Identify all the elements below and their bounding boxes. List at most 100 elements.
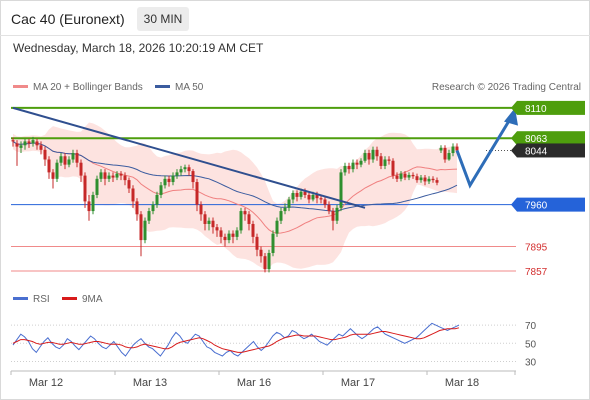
candle bbox=[283, 203, 287, 215]
candle bbox=[419, 174, 423, 183]
candle bbox=[295, 190, 299, 202]
candle bbox=[327, 201, 331, 215]
candle bbox=[399, 171, 403, 182]
level-label-8110: 8110 bbox=[525, 104, 547, 115]
candle bbox=[39, 141, 43, 155]
price-levels bbox=[11, 106, 516, 272]
candle bbox=[259, 246, 263, 263]
candle bbox=[359, 158, 363, 168]
candle bbox=[187, 164, 191, 176]
timeframe-button[interactable]: 30 MIN bbox=[137, 7, 189, 31]
candle bbox=[163, 175, 167, 189]
candle bbox=[279, 207, 283, 224]
candle bbox=[379, 153, 383, 170]
candle bbox=[239, 207, 243, 234]
bollinger-band bbox=[13, 122, 457, 271]
candle bbox=[335, 204, 339, 224]
candle bbox=[167, 175, 171, 187]
x-axis-ticks: Mar 12 Mar 13 Mar 16 Mar 17 Mar 18 bbox=[10, 371, 516, 389]
candle bbox=[211, 217, 215, 234]
candle bbox=[139, 211, 143, 257]
candle bbox=[91, 191, 95, 215]
watermark: Research © 2026 Trading Central bbox=[432, 82, 581, 93]
candle bbox=[123, 172, 127, 186]
candle bbox=[307, 191, 311, 204]
candle bbox=[131, 185, 135, 208]
legend-label-ma50: MA 50 bbox=[175, 82, 204, 93]
ma50-line bbox=[12, 140, 458, 212]
legend-swatch-ma50 bbox=[155, 85, 170, 88]
bollinger-fill bbox=[13, 122, 457, 271]
level-label-8063: 8063 bbox=[525, 134, 548, 145]
candle bbox=[23, 138, 27, 150]
candle bbox=[331, 207, 335, 231]
candle bbox=[231, 230, 235, 244]
legend-swatch-ma20 bbox=[13, 85, 28, 88]
candle bbox=[251, 220, 255, 244]
candle bbox=[363, 149, 367, 163]
candle bbox=[51, 169, 55, 189]
candle bbox=[103, 169, 107, 186]
legend-swatch-rsi bbox=[13, 297, 28, 300]
candle bbox=[351, 159, 355, 173]
x-tick-label: Mar 16 bbox=[237, 377, 271, 389]
candle bbox=[67, 156, 71, 168]
candle bbox=[195, 178, 199, 212]
level-label-7960: 7960 bbox=[525, 201, 548, 212]
header-divider bbox=[0, 35, 590, 36]
candle bbox=[223, 233, 227, 247]
candle bbox=[183, 164, 187, 173]
candle bbox=[395, 172, 399, 183]
candle bbox=[275, 217, 279, 237]
candle bbox=[339, 169, 343, 212]
candle bbox=[95, 175, 99, 199]
candle bbox=[447, 149, 451, 161]
level-label-8044: 8044 bbox=[525, 146, 548, 157]
candle bbox=[263, 252, 267, 273]
candle bbox=[247, 211, 251, 231]
candle bbox=[191, 169, 195, 189]
candle bbox=[159, 182, 163, 199]
candle bbox=[219, 227, 223, 244]
candle bbox=[99, 169, 103, 183]
candle bbox=[63, 153, 67, 170]
candle bbox=[415, 173, 419, 183]
rsi-tick-70: 70 bbox=[525, 321, 537, 332]
rsi-tick-50: 50 bbox=[525, 339, 537, 350]
candle bbox=[155, 191, 159, 208]
candle bbox=[255, 233, 259, 257]
candle bbox=[143, 217, 147, 244]
candle bbox=[19, 141, 23, 154]
candle bbox=[367, 149, 371, 165]
legend-label-ma20: MA 20 + Bollinger Bands bbox=[33, 82, 143, 93]
legend-swatch-9ma bbox=[62, 297, 77, 300]
legend-label-rsi: RSI bbox=[33, 294, 50, 305]
x-tick-label: Mar 18 bbox=[445, 377, 479, 389]
level-label-7895: 7895 bbox=[525, 243, 548, 254]
instrument-title: Cac 40 (Euronext) bbox=[11, 11, 125, 27]
candle bbox=[87, 194, 91, 221]
candle bbox=[371, 146, 375, 163]
x-tick-label: Mar 17 bbox=[341, 377, 375, 389]
candle bbox=[423, 174, 427, 186]
candle bbox=[387, 156, 391, 165]
candle bbox=[59, 153, 63, 166]
candle bbox=[147, 207, 151, 224]
timestamp: Wednesday, March 18, 2026 10:20:19 AM CE… bbox=[13, 41, 264, 55]
candle bbox=[427, 176, 431, 184]
candle bbox=[411, 172, 415, 179]
candle bbox=[271, 230, 275, 257]
candle bbox=[79, 159, 83, 183]
candle bbox=[55, 159, 59, 183]
candle bbox=[431, 176, 435, 183]
downtrend-line bbox=[12, 106, 366, 209]
candle bbox=[199, 201, 203, 221]
candlesticks bbox=[11, 136, 459, 273]
level-box-8044 bbox=[517, 143, 585, 158]
candle bbox=[47, 156, 51, 179]
forecast-arrowhead bbox=[504, 107, 518, 126]
forecast-path bbox=[455, 116, 513, 189]
candle bbox=[383, 156, 387, 170]
x-tick-label: Mar 12 bbox=[29, 377, 63, 389]
